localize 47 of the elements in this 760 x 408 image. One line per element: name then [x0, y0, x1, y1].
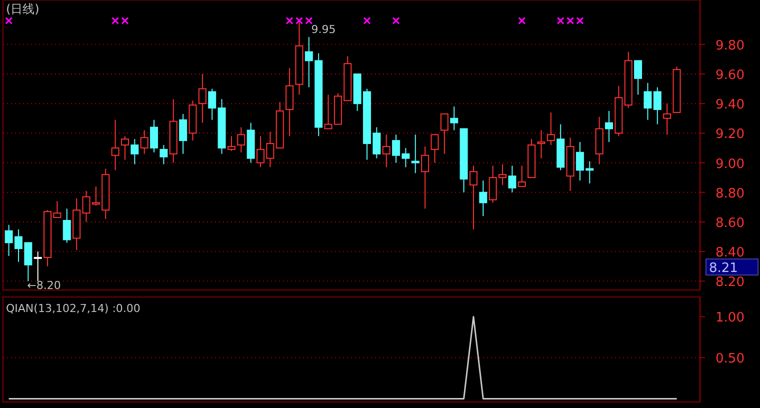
- candlestick: [450, 106, 458, 131]
- candlestick: [198, 73, 206, 124]
- candlestick: [411, 134, 420, 174]
- y-tick-label: 9.00: [716, 156, 744, 172]
- y-tick-label: 8.40: [716, 246, 744, 261]
- candlestick: [111, 119, 120, 171]
- candlestick: [653, 86, 662, 125]
- candlestick: [208, 88, 216, 120]
- candlestick: [537, 130, 546, 159]
- candlestick: [34, 251, 42, 282]
- candlestick: [663, 103, 672, 136]
- candlestick: [634, 60, 642, 96]
- candlestick: [479, 180, 488, 217]
- annotation: ←8.20: [27, 279, 61, 292]
- candlestick: [644, 82, 652, 120]
- candlestick: [605, 110, 614, 143]
- y-tick-label: 0.50: [716, 352, 744, 367]
- candlestick: [382, 134, 390, 168]
- candlestick: [130, 138, 139, 165]
- y-tick-label: 8.80: [716, 186, 744, 202]
- y-tick-label: 1.00: [716, 310, 744, 326]
- candlestick: [140, 130, 148, 154]
- candlestick: [286, 68, 294, 137]
- y-tick-label: 9.80: [716, 38, 744, 54]
- annotation: 9.95: [311, 23, 336, 36]
- candlestick: [440, 113, 448, 154]
- y-tick-label: 8.60: [716, 216, 744, 231]
- candlestick: [469, 165, 478, 230]
- candlestick: [546, 112, 555, 146]
- candlestick: [62, 208, 71, 244]
- y-tick-label: 9.40: [716, 98, 744, 113]
- candlestick: [430, 134, 439, 164]
- text: QIAN(13,102,7,14) :0.00: [6, 302, 140, 315]
- text: 8.21: [709, 261, 738, 276]
- candlestick: [150, 119, 158, 153]
- candlestick: [421, 146, 430, 210]
- y-tick-label: 8.20: [716, 275, 744, 290]
- y-tick-label: 9.60: [716, 68, 744, 83]
- candlestick: [179, 113, 188, 154]
- candlestick: [160, 144, 168, 165]
- candlestick: [237, 126, 246, 153]
- candlestick: [508, 165, 516, 193]
- chart-title: (日线): [6, 2, 40, 16]
- candlestick: [120, 136, 129, 160]
- candlestick: [518, 165, 526, 187]
- y-tick-label: 9.20: [716, 127, 744, 142]
- candlestick: [227, 136, 236, 152]
